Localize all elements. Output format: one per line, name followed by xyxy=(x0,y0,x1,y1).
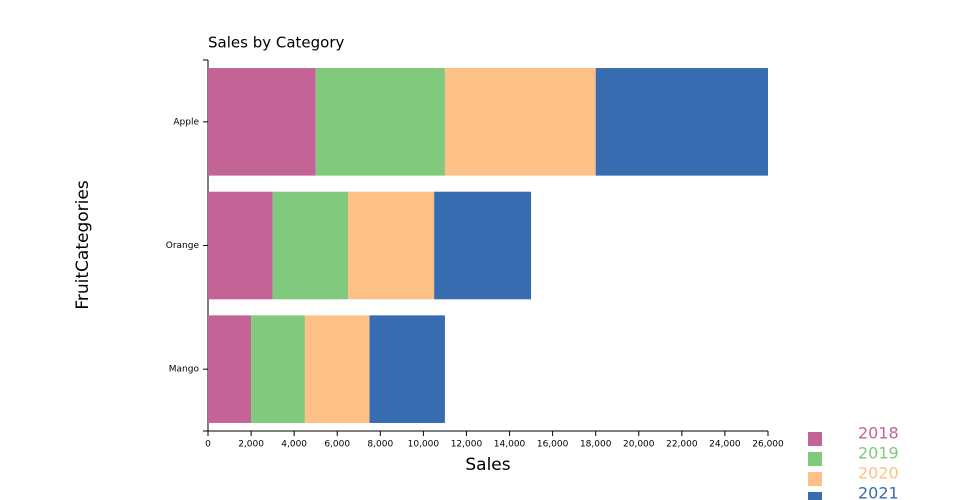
legend-label: 2019 xyxy=(858,444,899,463)
legend-swatch xyxy=(808,492,822,500)
legend-swatch xyxy=(808,432,822,446)
x-tick-label: 4,000 xyxy=(281,440,307,450)
x-tick-label: 16,000 xyxy=(537,440,569,450)
y-tick-label: Apple xyxy=(173,117,199,127)
x-tick-label: 22,000 xyxy=(666,440,698,450)
x-axis-label: Sales xyxy=(465,455,510,475)
bar-segment xyxy=(251,315,305,423)
y-axis-label: FruitCategories xyxy=(73,180,93,309)
legend-label: 2020 xyxy=(858,464,899,483)
bar-segment xyxy=(595,68,768,176)
bar-segment xyxy=(208,191,273,300)
bar-segment xyxy=(444,68,596,176)
chart-title: Sales by Category xyxy=(208,34,345,52)
bar-segment xyxy=(348,191,435,300)
bar-segment xyxy=(208,68,316,176)
x-tick-label: 10,000 xyxy=(408,440,440,450)
bar-segment xyxy=(304,315,370,423)
bar-segment xyxy=(315,68,445,176)
y-tick-label: Mango xyxy=(169,365,200,375)
legend-swatch xyxy=(808,452,822,466)
legend-label: 2018 xyxy=(858,424,899,443)
x-tick-label: 0 xyxy=(205,440,211,450)
x-tick-label: 8,000 xyxy=(367,440,393,450)
legend-swatch xyxy=(808,472,822,486)
x-tick-label: 2,000 xyxy=(238,440,264,450)
x-tick-label: 6,000 xyxy=(324,440,350,450)
legend-label: 2021 xyxy=(858,484,899,500)
bar-segment xyxy=(369,315,445,423)
x-tick-label: 12,000 xyxy=(451,440,483,450)
y-tick-label: Orange xyxy=(166,241,200,251)
x-tick-label: 20,000 xyxy=(623,440,655,450)
bar-segment xyxy=(434,191,532,300)
x-tick-label: 24,000 xyxy=(709,440,741,450)
x-tick-label: 14,000 xyxy=(494,440,526,450)
bar-segment xyxy=(272,191,348,300)
bar-segment xyxy=(208,315,252,423)
x-tick-label: 18,000 xyxy=(580,440,612,450)
x-tick-label: 26,000 xyxy=(752,440,784,450)
